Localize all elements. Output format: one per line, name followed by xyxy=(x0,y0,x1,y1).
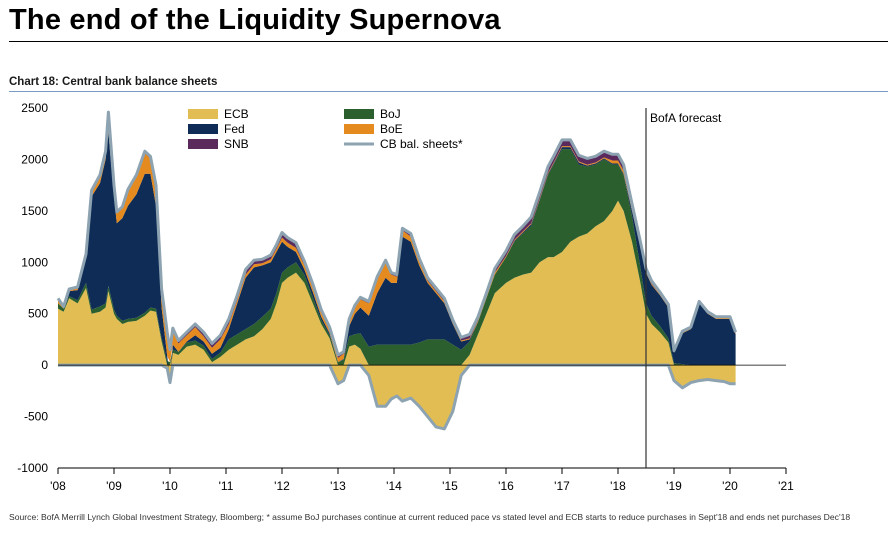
legend-label-ecb: ECB xyxy=(224,107,249,121)
x-tick-label: '12 xyxy=(274,479,290,493)
total-line-upper xyxy=(56,110,738,357)
y-tick-label: -1000 xyxy=(17,461,48,475)
x-tick-label: '13 xyxy=(330,479,346,493)
forecast-annotation: BofA forecast xyxy=(645,108,722,468)
y-tick-label: 2500 xyxy=(21,101,48,115)
legend-swatch-boj xyxy=(344,109,374,119)
legend-label-fed: Fed xyxy=(224,122,245,136)
x-tick-label: '21 xyxy=(778,479,794,493)
chart-legend: ECB BoJ Fed BoE SNB CB bal. sheets* xyxy=(188,107,463,151)
x-tick-label: '10 xyxy=(162,479,178,493)
area-fed xyxy=(58,131,736,383)
legend-label-snb: SNB xyxy=(224,137,249,151)
chart-subtitle: Chart 18: Central bank balance sheets xyxy=(9,76,218,88)
x-tick-label: '17 xyxy=(554,479,570,493)
x-tick-label: '20 xyxy=(722,479,738,493)
page-headline: The end of the Liquidity Supernova xyxy=(9,4,501,36)
area-boj xyxy=(58,149,736,366)
subtitle-rule xyxy=(9,91,888,92)
x-tick-label: '18 xyxy=(610,479,626,493)
chart-svg: -1000 -500 0 500 1000 1500 2000 2500 '08 '09 '10 '1… xyxy=(17,101,794,493)
forecast-label: BofA forecast xyxy=(650,111,722,125)
legend-label-cb-bal-sheets: CB bal. sheets* xyxy=(380,137,463,151)
legend-label-boj: BoJ xyxy=(380,107,401,121)
y-tick-label: 1000 xyxy=(21,255,48,269)
x-tick-label: '11 xyxy=(219,479,234,493)
legend-swatch-fed xyxy=(188,124,218,134)
headline-rule xyxy=(9,41,888,42)
source-note: Source: BofA Merrill Lynch Global Invest… xyxy=(9,512,851,522)
y-tick-label: -500 xyxy=(24,410,48,424)
y-tick-label: 1500 xyxy=(21,204,48,218)
y-tick-label: 500 xyxy=(28,307,48,321)
x-tick-label: '16 xyxy=(498,479,514,493)
y-tick-label: 0 xyxy=(41,358,48,372)
x-tick-label: '09 xyxy=(106,479,122,493)
x-tick-label: '14 xyxy=(386,479,402,493)
y-tick-label: 2000 xyxy=(21,152,48,166)
legend-label-boe: BoE xyxy=(380,122,403,136)
stacked-areas xyxy=(58,112,736,429)
legend-swatch-snb xyxy=(188,139,218,149)
area-ecb xyxy=(58,200,736,429)
x-tick-label: '15 xyxy=(442,479,458,493)
x-tick-label: '19 xyxy=(666,479,682,493)
legend-swatch-boe xyxy=(344,124,374,134)
axes: -1000 -500 0 500 1000 1500 2000 2500 '08 '09 '10 '1… xyxy=(17,101,794,493)
x-tick-label: '08 xyxy=(50,479,66,493)
legend-swatch-ecb xyxy=(188,109,218,119)
